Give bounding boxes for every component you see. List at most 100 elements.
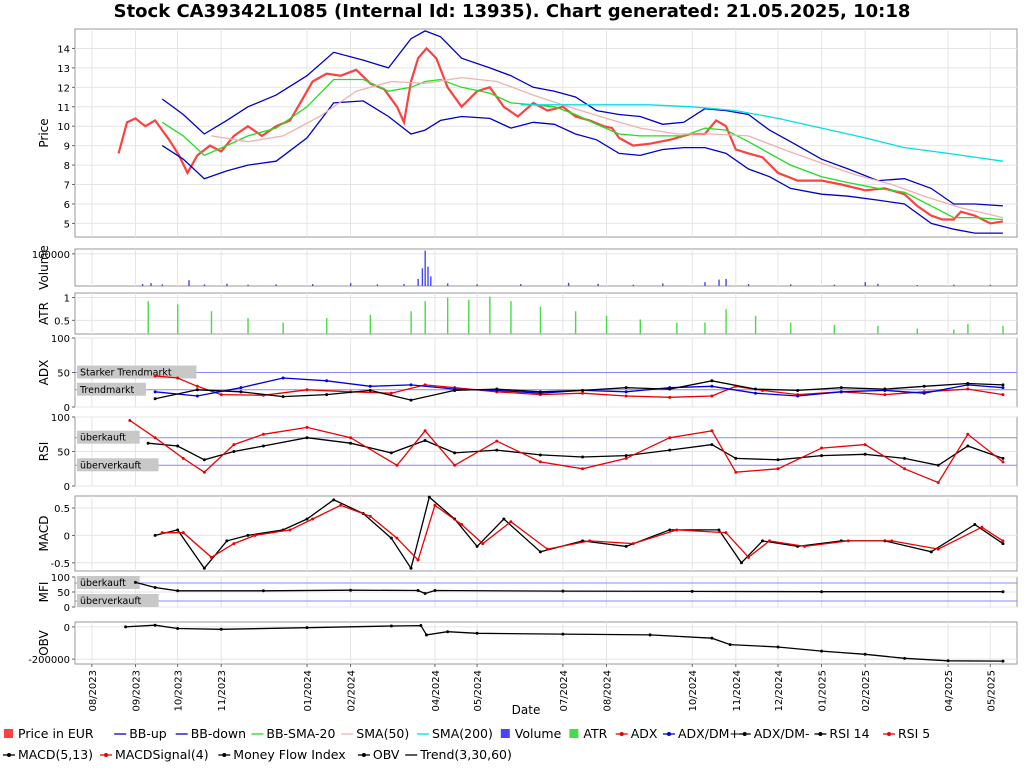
series-point: [710, 636, 714, 640]
series-point: [883, 387, 887, 391]
series-point: [803, 544, 807, 548]
panel-price: 5 6 7 8 9 10 11 12 13 14 Price: [37, 28, 1018, 238]
series-point: [495, 387, 499, 391]
series-point: [903, 656, 907, 660]
series-point: [325, 393, 329, 397]
series-point: [538, 453, 542, 457]
bar-atr: [574, 311, 577, 334]
y-tick-label: 50: [57, 448, 70, 459]
series-point: [1001, 383, 1005, 387]
level-label: überverkauft: [80, 596, 142, 607]
series-line-price-0: [117, 46, 1004, 225]
series-point: [1001, 659, 1005, 663]
legend-label: SMA(200): [432, 726, 493, 741]
bar-atr: [725, 308, 727, 334]
bar-atr: [410, 311, 412, 334]
legend-item: RSI 5: [883, 726, 930, 741]
y-tick-label: 12: [57, 83, 70, 94]
bar-atr: [754, 315, 757, 334]
series-point: [288, 528, 292, 532]
series-point: [305, 626, 309, 630]
series-point: [246, 533, 250, 537]
bar-volume: [150, 283, 152, 286]
series-point: [368, 384, 372, 388]
y-tick-label: 0: [64, 403, 70, 414]
legend-item: Price in EUR: [4, 726, 94, 741]
series-point: [389, 624, 393, 628]
series-point: [368, 514, 372, 518]
series-point: [419, 624, 423, 628]
x-tick-label: 07/2024: [559, 670, 570, 712]
legend-label: RSI 5: [898, 726, 930, 741]
legend-item: BB-SMA-20: [251, 726, 336, 741]
series-point: [1001, 456, 1005, 460]
panel-obv: -200000 0 OBV: [28, 621, 1018, 666]
series-point: [922, 391, 926, 395]
bar-volume: [203, 284, 206, 286]
series-point: [820, 590, 824, 594]
series-point: [389, 536, 393, 540]
y-tick-label: 5: [64, 219, 70, 230]
series-point: [339, 503, 343, 507]
legend-swatch: [500, 729, 510, 738]
series-point: [1001, 393, 1005, 397]
legend-swatch: [4, 729, 13, 738]
y-tick-label: 100: [51, 334, 70, 345]
bar-volume: [476, 284, 478, 286]
series-line-price-3: [161, 78, 1003, 221]
y-axis-label: Volume: [37, 245, 51, 290]
series-point: [253, 533, 257, 537]
legend-item: ATR: [569, 726, 608, 741]
bar-volume: [141, 284, 144, 286]
series-point: [734, 470, 738, 474]
legend-marker: [619, 732, 624, 736]
series-point: [427, 495, 431, 499]
series-point: [219, 627, 223, 631]
series-point: [966, 387, 970, 391]
level-label-box: [77, 430, 140, 444]
legend-label: SMA(50): [356, 726, 409, 741]
series-point: [502, 517, 506, 521]
series-point: [481, 542, 485, 546]
bar-volume: [349, 283, 352, 286]
legend-item: OBV: [357, 747, 400, 762]
bar-volume: [747, 284, 750, 286]
panel-frame: [74, 28, 1018, 238]
series-point: [936, 463, 940, 467]
series-point: [433, 503, 437, 507]
series-point: [176, 589, 180, 593]
series-point: [690, 589, 694, 593]
series-point: [311, 517, 315, 521]
y-axis-label: OBV: [37, 629, 51, 655]
legend-marker: [104, 753, 108, 757]
bar-atr: [446, 297, 449, 334]
series-point: [349, 436, 353, 440]
series-point: [768, 539, 772, 543]
legend-label: Trend(3,30,60): [419, 747, 512, 762]
series-point: [495, 439, 499, 443]
series-point: [581, 455, 585, 459]
bar-atr: [790, 322, 792, 334]
series-point: [416, 558, 420, 562]
series-point: [153, 374, 157, 378]
panel-frame: [74, 248, 1018, 287]
x-tick-label: 05/2025: [986, 670, 997, 712]
y-tick-label: -200000: [28, 655, 70, 666]
bar-atr: [247, 318, 249, 334]
bar-atr: [369, 314, 372, 334]
x-tick-label: 04/2024: [431, 670, 442, 712]
bar-volume: [247, 284, 249, 286]
y-tick-label: 0: [64, 482, 70, 493]
series-point: [281, 376, 285, 380]
x-tick-label: 05/2024: [473, 670, 484, 712]
series-point: [668, 448, 672, 452]
legend-item: Volume: [500, 726, 562, 741]
series-point: [796, 388, 800, 392]
series-point: [717, 528, 721, 532]
series-point: [261, 432, 265, 436]
legend-item: MACDSignal(4): [100, 747, 209, 762]
bar-atr: [424, 301, 426, 334]
